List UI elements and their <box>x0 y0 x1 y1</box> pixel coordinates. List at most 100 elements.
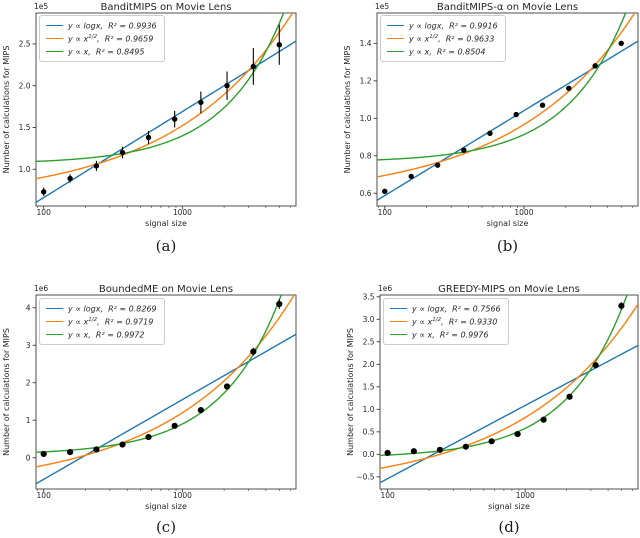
scatter-point <box>66 448 74 456</box>
y-tick-label: 1.5 <box>363 382 375 391</box>
legend-label: y ∝ logx, R² = 0.7566 <box>412 304 501 314</box>
scatter-point <box>566 85 572 92</box>
linear-fit-curve <box>377 13 627 161</box>
scatter-point <box>384 449 391 457</box>
legend-entry: y ∝ x1/2, R² = 0.9659 <box>46 32 157 45</box>
x-axis-label: signal size <box>488 502 530 511</box>
axes-frame <box>376 12 639 207</box>
legend-line-swatch <box>46 334 63 335</box>
y-tick-label: 3.5 <box>363 292 375 301</box>
axes-frame <box>35 294 297 490</box>
figure-panel-c: 100 1000 0 1 2 3 4 1e6 BoundedME on Movie Lens si… <box>0 269 320 538</box>
y-tick-label: 0.0 <box>363 450 375 459</box>
legend-line-swatch <box>46 51 63 52</box>
legend-entry: y ∝ x1/2, R² = 0.9633 <box>387 32 498 45</box>
scatter-point <box>618 40 624 47</box>
legend-line-swatch <box>46 321 63 322</box>
scatter-point <box>250 63 257 70</box>
legend-entry: y ∝ x, R² = 0.8504 <box>387 45 498 58</box>
scatter-point <box>462 443 469 450</box>
legend-line-swatch <box>387 51 404 52</box>
x-tick-label: 100 <box>380 491 395 500</box>
log-fit-curve <box>36 40 296 203</box>
figure-caption-b: (b) <box>496 237 519 255</box>
legend-line-swatch <box>46 25 63 26</box>
scatter-point <box>171 116 178 122</box>
legend-label: y ∝ x1/2, R² = 0.9633 <box>409 34 495 44</box>
scatter-point <box>40 189 47 195</box>
legend-entry: y ∝ x1/2, R² = 0.9719 <box>46 315 157 328</box>
axes-frame <box>35 12 297 207</box>
log-fit-curve <box>380 344 638 484</box>
scatter-point <box>197 406 204 414</box>
legend-line-swatch <box>46 308 63 309</box>
scatter-point <box>540 416 547 423</box>
scatter-point <box>67 175 73 182</box>
scatter-point <box>592 63 598 69</box>
scatter-point <box>410 448 417 455</box>
linear-fit-curve <box>36 13 285 163</box>
scatter-point <box>119 149 126 156</box>
legend-label: y ∝ x1/2, R² = 0.9330 <box>412 317 498 327</box>
y-tick-label: 4 <box>26 303 31 312</box>
data-points <box>382 40 624 195</box>
legend-entry: y ∝ logx, R² = 0.7566 <box>390 302 501 315</box>
legend-entry: y ∝ logx, R² = 0.8269 <box>46 302 157 315</box>
x-axis-label: signal size <box>487 219 529 228</box>
scatter-point <box>434 162 441 168</box>
y-tick-label: −0.5 <box>356 472 374 481</box>
sqrt-fit-curve <box>380 303 638 469</box>
x-tick-label: 1000 <box>514 208 533 217</box>
y-tick-label: 3.0 <box>363 315 375 324</box>
legend-line-swatch <box>46 38 63 39</box>
scatter-point <box>171 422 178 429</box>
scatter-point <box>461 147 467 153</box>
legend-label: y ∝ logx, R² = 0.9916 <box>409 21 498 31</box>
x-tick-label: 1000 <box>516 491 535 500</box>
y-tick-label: 1.0 <box>19 165 31 174</box>
scatter-point <box>382 188 388 195</box>
legend-label: y ∝ logx, R² = 0.8269 <box>68 304 157 314</box>
legend-line-swatch <box>390 308 407 309</box>
x-axis-label: signal size <box>145 219 187 228</box>
legend-label: y ∝ x, R² = 0.9972 <box>68 330 145 340</box>
legend-label: y ∝ x, R² = 0.8495 <box>68 47 145 57</box>
legend-line-swatch <box>390 321 407 322</box>
y-axis-offset-text: 1e6 <box>378 284 392 293</box>
scatter-point <box>488 438 495 445</box>
y-tick-label: 2.5 <box>363 337 375 346</box>
scatter-point <box>592 362 599 369</box>
x-tick-label: 100 <box>37 208 52 217</box>
y-tick-label: 0.6 <box>360 189 372 198</box>
y-tick-label: 2.5 <box>19 40 31 49</box>
legend-entry: y ∝ x, R² = 0.9976 <box>390 328 501 341</box>
figure-caption-c: (c) <box>155 518 177 536</box>
data-points <box>40 299 283 458</box>
x-tick-label: 1000 <box>173 491 192 500</box>
figure-panel-b: 100 1000 0.6 0.8 1.0 1.2 1.4 1e5 BanditMIPS-α on… <box>320 0 640 269</box>
legend-line-swatch <box>390 334 407 335</box>
legend-c: y ∝ logx, R² = 0.8269 y ∝ x1/2, R² = 0.9… <box>39 298 165 345</box>
y-tick-label: 2.0 <box>19 81 31 90</box>
legend-entry: y ∝ logx, R² = 0.9936 <box>46 19 157 32</box>
scatter-point <box>145 433 152 441</box>
scatter-point <box>145 134 152 141</box>
log-fit-curve <box>36 333 296 485</box>
linear-fit-curve <box>36 295 282 453</box>
legend-a: y ∝ logx, R² = 0.9936 y ∝ x1/2, R² = 0.9… <box>39 15 165 62</box>
y-tick-label: 0.8 <box>360 151 372 160</box>
y-tick-label: 2 <box>26 378 31 387</box>
legend-entry: y ∝ logx, R² = 0.9916 <box>387 19 498 32</box>
legend-b: y ∝ logx, R² = 0.9916 y ∝ x1/2, R² = 0.9… <box>380 15 506 62</box>
chart-c-canvas: 100 1000 0 1 2 3 4 1e6 BoundedME on Movie Lens si… <box>2 284 297 511</box>
scatter-point <box>250 348 257 355</box>
scatter-point <box>513 111 519 118</box>
scatter-point <box>487 130 493 136</box>
legend-label: y ∝ x1/2, R² = 0.9659 <box>68 34 154 44</box>
legend-entry: y ∝ x1/2, R² = 0.9330 <box>390 315 501 328</box>
y-axis-offset-text: 1e5 <box>34 2 48 11</box>
figure-panel-a: 100 1000 1.0 1.5 2.0 2.5 1e5 BanditMIPS on Movi… <box>0 0 320 269</box>
legend-line-swatch <box>387 38 404 39</box>
scatter-point <box>618 302 625 309</box>
